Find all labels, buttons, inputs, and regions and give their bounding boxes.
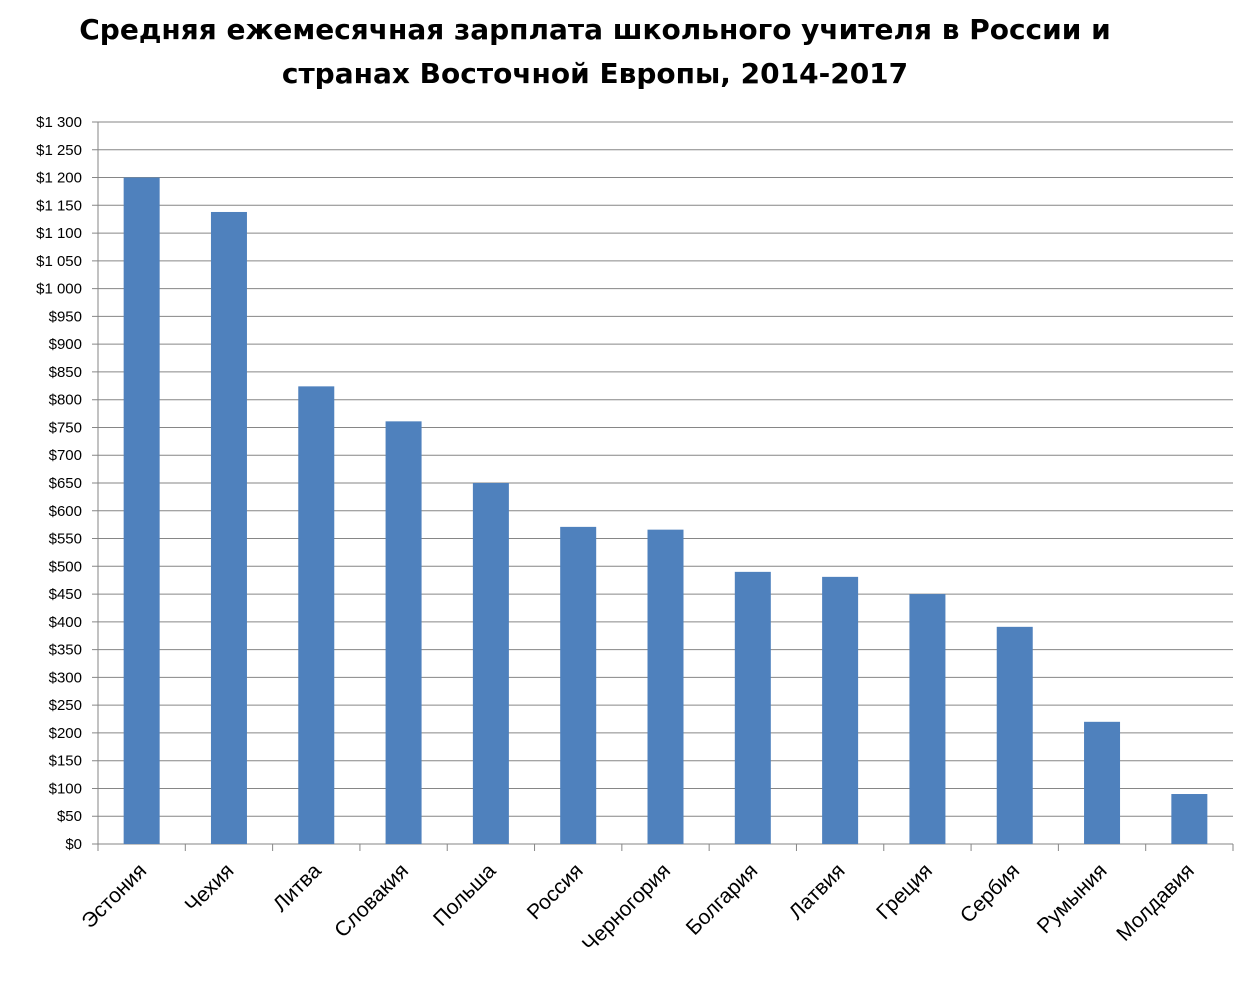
chart-title: Средняя ежемесячная зарплата школьного у… [0,8,1190,96]
x-tick-label: Греция [872,859,937,924]
x-tick-label: Болгария [682,859,763,940]
bar [1171,794,1208,844]
y-tick-label: $900 [49,336,82,353]
y-tick-label: $0 [65,836,82,853]
y-tick-label: $1 000 [36,281,82,298]
y-tick-label: $500 [49,558,82,575]
y-tick-label: $200 [49,725,82,742]
bar [822,576,859,844]
y-tick-label: $1 050 [36,253,82,270]
y-tick-label: $850 [49,364,82,381]
bar [909,594,946,844]
bar [647,529,684,844]
x-tick-label: Черногория [578,859,675,956]
x-tick-label: Молдавия [1112,859,1199,946]
bar [123,177,160,845]
x-tick-label: Польша [429,859,501,931]
x-tick-label: Россия [523,859,588,924]
y-tick-label: $350 [49,642,82,659]
x-tick-label: Словакия [330,859,413,942]
y-tick-label: $300 [49,669,82,686]
x-tick-label: Румыния [1033,859,1112,938]
y-tick-label: $150 [49,753,82,770]
bar [996,626,1033,844]
y-tick-label: $1 100 [36,225,82,242]
bar [385,421,422,844]
y-tick-label: $450 [49,586,82,603]
y-tick-label: $1 250 [36,142,82,159]
y-tick-label: $700 [49,447,82,464]
y-tick-label: $1 200 [36,170,82,187]
y-tick-label: $250 [49,697,82,714]
bar [298,386,335,844]
x-tick-label: Чехия [181,859,239,917]
bar [210,211,247,845]
y-tick-label: $600 [49,503,82,520]
y-tick-label: $950 [49,308,82,325]
x-tick-label: Литва [269,859,326,916]
bar [560,526,597,844]
y-tick-label: $550 [49,531,82,548]
x-tick-label: Сербия [956,859,1024,927]
chart-title-line-1: Средняя ежемесячная зарплата школьного у… [79,13,1111,46]
y-tick-label: $100 [49,780,82,797]
bar [472,483,509,844]
y-tick-label: $750 [49,419,82,436]
bar [1084,721,1121,844]
y-tick-label: $1 300 [36,114,82,131]
chart-title-line-2: странах Восточной Европы, 2014-2017 [281,57,909,90]
x-tick-label: Латвия [785,859,850,924]
bar [734,571,771,844]
y-tick-label: $1 150 [36,197,82,214]
y-tick-label: $650 [49,475,82,492]
y-tick-label: $400 [49,614,82,631]
y-tick-label: $50 [57,808,82,825]
x-tick-label: Эстония [77,859,151,933]
y-tick-label: $800 [49,392,82,409]
